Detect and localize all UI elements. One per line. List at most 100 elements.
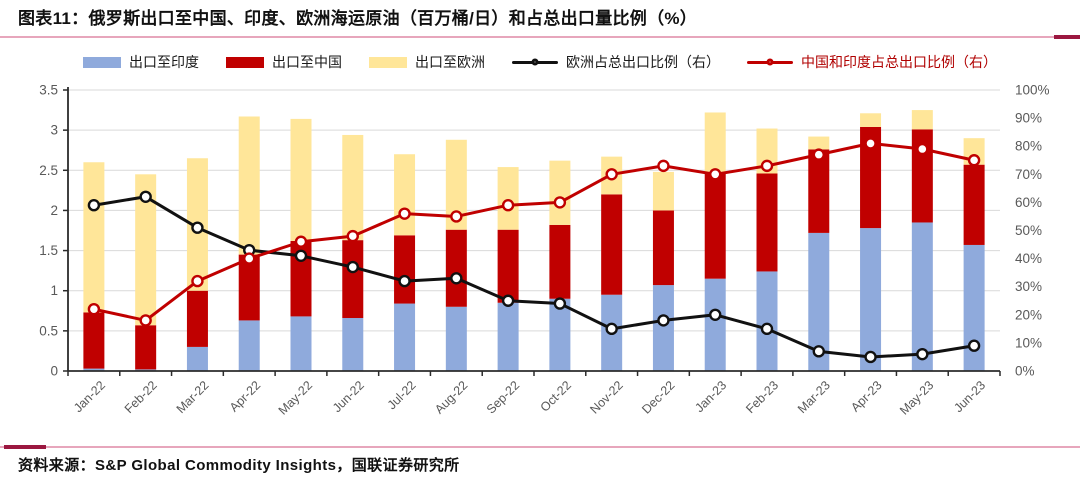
y-axis-right-labels: 0% 10% 20% 30% 40% 50% 60% 70% 80% 90% 100% <box>1015 83 1050 379</box>
bar-segment <box>290 119 312 242</box>
line-series-1 <box>92 195 976 359</box>
svg-text:3.5: 3.5 <box>39 83 58 98</box>
source-note: 资料来源：S&P Global Commodity Insights，国联证券研… <box>18 457 460 474</box>
bar-segment <box>342 240 364 319</box>
svg-text:Oct-22: Oct-22 <box>538 379 574 415</box>
data-point-marker <box>243 252 256 266</box>
bar-segment <box>290 316 312 372</box>
bar-segment <box>860 127 882 229</box>
line-series-2 <box>92 142 976 323</box>
data-point-marker <box>294 235 308 249</box>
data-point-marker <box>967 339 981 353</box>
data-point-marker <box>191 221 204 235</box>
bar-segment <box>704 279 726 372</box>
bar-segment <box>756 271 778 372</box>
footer-divider <box>0 445 1080 449</box>
svg-text:70%: 70% <box>1015 167 1042 182</box>
svg-text:100%: 100% <box>1015 83 1050 98</box>
svg-text:1: 1 <box>50 284 58 299</box>
bar-segment <box>445 307 467 372</box>
bar-segment <box>445 140 467 231</box>
svg-text:Nov-22: Nov-22 <box>587 379 625 417</box>
bar-segment <box>83 162 105 313</box>
bar-segment <box>497 167 519 231</box>
markers-series-1 <box>87 190 981 364</box>
bar-segment <box>963 165 985 246</box>
data-point-marker <box>139 190 152 204</box>
data-point-marker <box>191 275 204 288</box>
data-point-marker <box>657 314 670 328</box>
data-point-marker <box>346 261 359 274</box>
legend-swatch-bar <box>369 56 407 68</box>
legend-item-2: 出口至中国 <box>226 52 342 72</box>
data-point-marker <box>760 160 774 173</box>
data-point-marker <box>605 323 618 336</box>
bar-segment <box>911 110 933 130</box>
bar-segment <box>704 173 726 280</box>
data-point-marker <box>398 275 411 288</box>
svg-text:Jan-22: Jan-22 <box>71 379 108 416</box>
svg-text:0%: 0% <box>1015 364 1035 379</box>
bar-segment <box>497 303 519 372</box>
legend-item-5: 中国和印度占总出口比例（右） <box>747 52 997 72</box>
legend-label: 出口至欧洲 <box>415 54 485 71</box>
svg-text:80%: 80% <box>1015 139 1042 154</box>
bar-segment <box>756 128 778 174</box>
data-point-marker <box>812 345 825 358</box>
legend-label: 出口至中国 <box>272 54 342 71</box>
svg-text:90%: 90% <box>1015 111 1042 126</box>
svg-text:Dec-22: Dec-22 <box>639 379 677 417</box>
data-point-marker <box>864 351 877 364</box>
bar-segment <box>756 173 778 272</box>
svg-text:May-23: May-23 <box>897 379 936 418</box>
data-point-marker <box>709 168 722 181</box>
bar-segment <box>549 299 571 372</box>
data-point-marker <box>864 137 877 150</box>
bar-segment <box>394 235 416 304</box>
axes <box>63 87 1001 377</box>
svg-text:Jun-22: Jun-22 <box>330 379 367 416</box>
data-point-marker <box>294 249 308 263</box>
data-point-marker <box>553 196 567 209</box>
data-point-marker <box>501 199 515 212</box>
gridlines <box>68 89 1000 332</box>
bar-segment <box>135 174 157 326</box>
data-point-marker <box>87 199 101 212</box>
svg-text:Sep-22: Sep-22 <box>484 379 522 417</box>
data-point-marker <box>139 314 152 328</box>
legend: 出口至印度 出口至中国 出口至欧洲 欧洲占总出口比例（右） 中国和印度占总出口比例（右） <box>0 46 1080 78</box>
x-axis-labels: Jan-22 Feb-22 Mar-22 Apr-22 May-22 Jun-22 Jul-… <box>71 379 988 418</box>
svg-text:40%: 40% <box>1015 251 1042 266</box>
figure-footer: 资料来源：S&P Global Commodity Insights，国联证券研… <box>0 445 1080 480</box>
data-point-marker <box>501 294 515 308</box>
legend-swatch-line <box>747 58 793 66</box>
svg-text:20%: 20% <box>1015 308 1042 323</box>
bar-segment <box>911 222 933 372</box>
markers-series-2 <box>87 137 981 328</box>
bar-segment <box>83 368 105 372</box>
bar-segment <box>445 230 467 308</box>
svg-text:50%: 50% <box>1015 223 1042 238</box>
svg-text:Mar-23: Mar-23 <box>795 379 833 417</box>
svg-text:Jan-23: Jan-23 <box>692 379 729 416</box>
y-axis-left-labels: 0 0.5 1 1.5 2 2.5 3 3.5 <box>39 83 58 379</box>
svg-text:2: 2 <box>50 203 58 218</box>
svg-text:60%: 60% <box>1015 195 1042 210</box>
legend-marker-circle <box>766 58 774 66</box>
title-divider <box>0 35 1080 40</box>
legend-swatch-line <box>512 58 558 66</box>
bar-segment <box>549 225 571 300</box>
bar-segment <box>652 210 674 286</box>
bar-segment <box>808 149 830 234</box>
legend-label: 出口至印度 <box>129 54 199 71</box>
legend-item-4: 欧洲占总出口比例（右） <box>512 52 720 72</box>
data-point-marker <box>398 207 411 221</box>
bar-segment <box>186 291 208 348</box>
data-point-marker <box>967 154 981 167</box>
legend-label: 中国和印度占总出口比例（右） <box>801 54 997 71</box>
lines-layer <box>87 137 981 364</box>
bar-segment <box>186 347 208 372</box>
bar-segment <box>652 285 674 372</box>
svg-text:Feb-23: Feb-23 <box>743 379 781 417</box>
